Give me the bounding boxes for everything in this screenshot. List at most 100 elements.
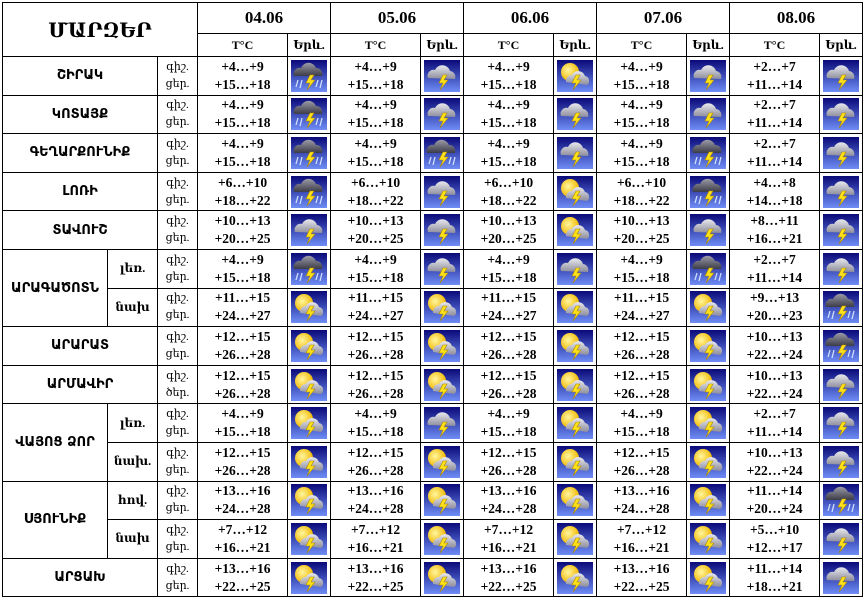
region-name: ԱՐՄԱՎԻՐ xyxy=(2,364,158,405)
icon-cell xyxy=(420,287,465,328)
icon-cell xyxy=(287,403,332,443)
weather-icon xyxy=(424,561,461,594)
night-temp: +12…+15 xyxy=(613,328,670,344)
day-temp: +11…+14 xyxy=(746,115,803,131)
region-row: ԱՐԱԳԱԾՈՏՆ լեռ. գիշ. ցեր. +4…+9 +15…+18 +4…+9 +1… xyxy=(2,248,864,328)
day-temp: +24…+27 xyxy=(480,308,537,324)
temperature: +13…+16 +24…+28 xyxy=(330,480,422,521)
temperature: +4…+9 +15…+18 xyxy=(596,56,688,96)
night-temp: +4…+9 xyxy=(487,58,530,74)
weather-icon xyxy=(291,291,328,324)
temperature: +12…+15 +26…+28 xyxy=(596,441,688,482)
night-temp: +4…+9 xyxy=(354,406,397,422)
weather-icon xyxy=(557,484,594,517)
weather-icon xyxy=(291,98,328,131)
weather-icon xyxy=(291,407,328,440)
weather-icon xyxy=(823,291,860,324)
day-temp: +24…+28 xyxy=(613,501,670,517)
region-name: ՎԱՅՈՑ ՁՈՐ xyxy=(2,403,108,482)
night-temp: +4…+9 xyxy=(221,58,264,74)
night-temp: +4…+9 xyxy=(221,406,264,422)
night-temp: +5…+10 xyxy=(749,521,800,537)
day-label: ցեր. xyxy=(165,540,190,553)
weather-icon xyxy=(424,522,461,555)
weather-icon xyxy=(291,522,328,555)
night-label: գիշ. xyxy=(166,446,189,459)
night-temp: +13…+16 xyxy=(613,560,670,576)
temperature: +7…+12 +16…+21 xyxy=(330,519,422,559)
table-header: ՄԱՐԶԵՐ 04.06 05.06 06.06 07.06 08.06 T°C Երև. T°… xyxy=(1,2,864,57)
night-temp: +11…+15 xyxy=(480,290,537,306)
region-row: ԼՈՌԻ գիշ. ցեր. +6…+10 +18…+22 +6…+10 +18…+22 +6… xyxy=(2,171,864,212)
icon-cell xyxy=(420,56,465,96)
day-temp: +15…+18 xyxy=(347,115,404,131)
weather-icon xyxy=(291,252,328,285)
weather-icon xyxy=(557,175,594,208)
icon-cell xyxy=(420,133,465,173)
weather-icon xyxy=(291,59,328,92)
day-label: ցեր. xyxy=(165,502,190,515)
temp-label: T°C xyxy=(596,33,688,57)
sky-label: Երև. xyxy=(287,33,332,57)
weather-icon xyxy=(557,136,594,169)
night-temp: +12…+15 xyxy=(480,328,537,344)
night-temp: +13…+16 xyxy=(214,483,271,499)
subregion-name: նախ xyxy=(107,519,158,559)
sky-label: Երև. xyxy=(553,33,598,57)
weather-icon xyxy=(690,214,727,247)
night-label: գիշ. xyxy=(166,137,189,150)
weather-icon xyxy=(291,214,328,247)
day-temp: +24…+28 xyxy=(214,501,271,517)
day-temp: +18…+22 xyxy=(347,192,404,208)
region-row: նախ. գիշ. ցեր. +12…+15 +26…+28 +12…+15 +26…+28… xyxy=(3,441,864,482)
temperature: +11…+15 +24…+27 xyxy=(596,287,688,328)
weather-icon xyxy=(823,484,860,517)
night-label: գիշ. xyxy=(166,60,189,73)
icon-cell xyxy=(553,441,598,482)
time-labels: գիշ. ցեր. xyxy=(156,210,198,250)
temperature: +12…+15 +26…+28 xyxy=(330,326,422,366)
subregion-name: հով. xyxy=(107,480,158,521)
temperature: +13…+16 +24…+28 xyxy=(596,480,688,521)
day-temp: +26…+28 xyxy=(347,462,404,478)
weather-icon xyxy=(291,561,328,594)
temperature: +6…+10 +18…+22 xyxy=(330,171,422,212)
night-temp: +12…+15 xyxy=(347,328,404,344)
night-label: գիշ. xyxy=(166,176,189,189)
day-temp: +15…+18 xyxy=(214,269,271,285)
day-temp: +22…+24 xyxy=(746,346,803,362)
temperature: +2…+7 +11…+14 xyxy=(729,56,821,96)
icon-cell xyxy=(819,287,864,328)
time-labels: գիշ. ցեր. xyxy=(156,248,198,289)
icon-cell xyxy=(553,248,598,289)
temperature: +4…+9 +15…+18 xyxy=(330,248,422,289)
day-temp: +24…+27 xyxy=(214,308,271,324)
temperature: +12…+15 +26…+28 xyxy=(330,441,422,482)
night-temp: +6…+10 xyxy=(217,174,268,190)
temperature: +9…+13 +20…+23 xyxy=(729,287,821,328)
weather-icon xyxy=(291,329,328,362)
weather-icon xyxy=(823,522,860,555)
weather-icon xyxy=(690,136,727,169)
temperature: +8…+11 +16…+21 xyxy=(729,210,821,250)
night-temp: +8…+11 xyxy=(750,213,799,229)
icon-cell xyxy=(819,364,864,405)
day-temp: +22…+25 xyxy=(613,578,670,594)
weather-icon xyxy=(424,484,461,517)
region-name: ԳԵՂԱՐՔՈՒՆԻՔ xyxy=(2,133,158,173)
weather-icon xyxy=(424,329,461,362)
region-row: ՍՅՈՒՆԻՔ հով. գիշ. ցեր. +13…+16 +24…+28 +13…+16… xyxy=(2,480,864,559)
date: 05.06 xyxy=(330,2,465,34)
night-temp: +6…+10 xyxy=(483,174,534,190)
night-temp: +4…+9 xyxy=(221,251,264,267)
temperature: +4…+9 +15…+18 xyxy=(197,56,289,96)
temperature: +11…+15 +24…+27 xyxy=(330,287,422,328)
night-temp: +12…+15 xyxy=(347,367,404,383)
day-temp: +12…+17 xyxy=(746,539,803,555)
day-temp: +20…+25 xyxy=(613,231,670,247)
weather-icon xyxy=(690,252,727,285)
weather-icon xyxy=(557,59,594,92)
temperature: +13…+16 +22…+25 xyxy=(596,557,688,598)
night-temp: +2…+7 xyxy=(753,97,796,113)
temperature: +4…+9 +15…+18 xyxy=(596,94,688,135)
